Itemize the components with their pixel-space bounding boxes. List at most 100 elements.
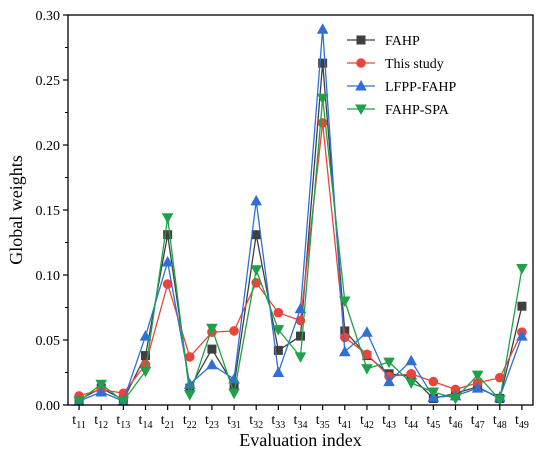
x-tick-label: t32 [249,413,263,431]
data-point [361,326,373,337]
legend: FAHP This study LFPP-FAHP FAHP-SPA [347,34,457,118]
data-point [272,325,285,336]
data-point [471,382,484,393]
y-tick-label: 0.00 [36,399,61,414]
data-point [406,369,417,379]
data-point [163,230,173,240]
data-point [141,351,150,361]
data-point [383,357,395,369]
legend-label: LFPP-FAHP [385,80,457,95]
legend-item: LFPP-FAHP [347,80,457,95]
x-tick-label: t11 [72,413,86,431]
data-point [296,331,305,341]
legend-label: This study [385,57,444,72]
data-point [206,358,218,370]
data-point [250,265,263,276]
x-tick-label: t34 [294,413,308,431]
data-point [229,326,239,336]
data-point [405,354,418,366]
data-point [117,396,130,408]
x-tick-label: t43 [382,413,396,431]
x-tick-label: t35 [316,413,330,431]
data-point [228,388,240,400]
x-tick-label: t42 [360,413,374,431]
y-tick-label: 0.30 [36,9,61,24]
x-tick-label: t31 [227,413,241,431]
data-point [494,372,505,383]
data-point [95,386,108,397]
legend-label: FAHP-SPA [385,103,450,118]
x-axis-title: Evaluation index [239,430,361,450]
x-tick-label: t49 [515,413,529,431]
data-point [340,326,350,336]
data-point [338,345,351,357]
x-tick-label: t33 [271,413,285,431]
series-lfpp-fahp [73,23,528,406]
data-point [139,366,152,378]
data-point [361,364,373,375]
y-tick-label: 0.20 [36,139,61,154]
data-point [316,23,329,34]
data-point [273,307,284,318]
legend-item: This study [347,57,444,72]
data-point [183,390,196,401]
data-point [228,373,240,384]
data-point [339,332,350,343]
data-point [517,301,527,311]
data-point [273,345,283,355]
x-tick-label: t23 [205,413,219,431]
data-point [272,366,285,377]
data-point [427,387,440,398]
data-point [338,296,351,307]
y-tick-label: 0.10 [36,269,61,284]
legend-label: FAHP [385,34,420,49]
data-point [318,58,328,68]
x-tick-label: t13 [116,413,130,431]
data-point [184,352,195,362]
data-point [516,264,528,275]
data-point [73,396,85,408]
x-tick-label: t48 [493,413,507,431]
data-point [294,302,307,314]
x-tick-label: t45 [426,413,440,431]
data-point [449,394,462,405]
data-point [206,323,218,335]
y-tick-label: 0.05 [36,334,61,349]
data-point [161,256,174,267]
y-tick-label: 0.15 [36,204,61,219]
data-point [229,381,239,390]
data-point [294,352,307,363]
y-tick-label: 0.25 [36,74,61,89]
x-tick-label: t21 [161,413,175,431]
data-point [250,194,263,206]
legend-marker [356,35,366,45]
data-point [405,378,418,389]
y-axis-title: Global weights [6,155,26,265]
data-point [207,344,217,354]
legend-marker [356,58,366,68]
data-point [493,395,506,406]
data-point [251,230,261,240]
data-point [450,384,461,395]
data-point [316,93,329,105]
data-point [162,279,173,289]
legend-marker [355,80,367,91]
x-tick-label: t12 [94,413,108,431]
data-point [471,370,484,382]
data-point [95,379,108,391]
plot-frame [67,14,534,406]
data-point [516,330,528,341]
legend-item: FAHP-SPA [347,103,450,118]
x-tick-label: t14 [139,413,153,431]
data-point [428,376,439,387]
legend-marker [355,104,367,115]
x-tick-label: t47 [471,413,485,431]
data-point [362,349,372,360]
x-tick-label: t41 [338,413,352,431]
x-tick-label: t22 [183,413,197,431]
x-tick-label: t44 [404,413,418,431]
data-point [383,375,395,387]
x-tick-label: t46 [449,413,463,431]
series-fahp-spa [73,93,528,408]
